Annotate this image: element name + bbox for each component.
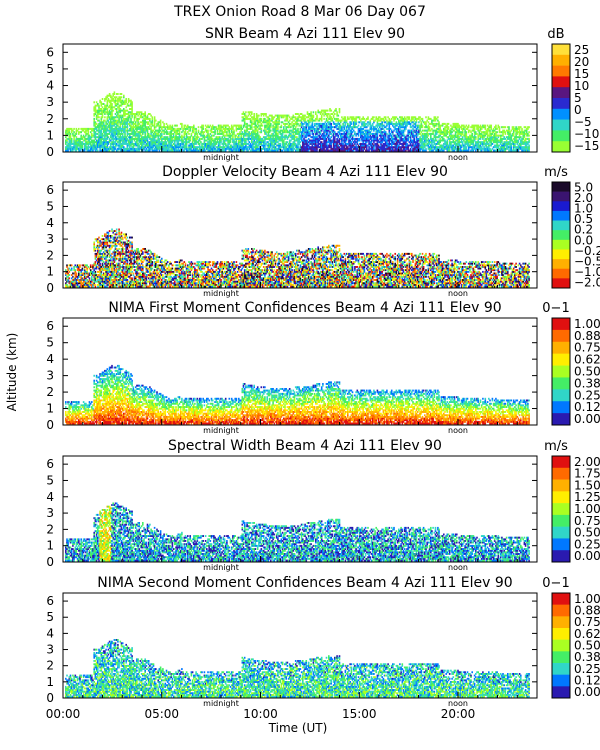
heatmap-cell [121, 96, 123, 98]
panel-1: SNR Beam 4 Azi 111 Elev 90 dB0123456midni… [46, 26, 599, 162]
heatmap-cell [98, 105, 100, 107]
heatmap-cell [229, 126, 231, 128]
heatmap-cell [98, 116, 100, 118]
heatmap-cell [103, 121, 105, 123]
heatmap-cell [70, 135, 72, 137]
heatmap-cell [172, 125, 174, 127]
heatmap-cell [135, 121, 137, 123]
heatmap-cell [189, 130, 191, 132]
heatmap-cell [147, 130, 149, 132]
heatmap-cell [155, 120, 157, 122]
heatmap-cell [97, 150, 99, 152]
heatmap-cell [131, 116, 133, 118]
heatmap-cell [125, 98, 127, 100]
heatmap-cell [174, 128, 176, 130]
heatmap-cell [217, 130, 219, 132]
heatmap-cell [127, 110, 129, 112]
heatmap-cell [188, 133, 190, 135]
heatmap-cell [184, 135, 186, 137]
heatmap-cell [148, 133, 150, 135]
heatmap-cell [149, 118, 151, 120]
heatmap-cell [117, 93, 119, 95]
y-axis-label: Altitude (km) [5, 333, 19, 412]
heatmap-cell [232, 135, 234, 137]
heatmap-cells [65, 91, 530, 151]
heatmap-cell [195, 130, 197, 132]
heatmap-cell [85, 135, 87, 137]
figure-title: TREX Onion Road 8 Mar 06 Day 067 [173, 4, 426, 20]
heatmap-cell [78, 128, 80, 130]
heatmap-cell [193, 125, 195, 127]
heatmap-cell [104, 120, 106, 122]
heatmap-cell [114, 91, 116, 93]
heatmap-cell [179, 130, 181, 132]
heatmap-cell [152, 116, 154, 118]
panels: SNR Beam 4 Azi 111 Elev 90 dB0123456midni… [46, 26, 600, 721]
colorbar-unit: dB [547, 27, 564, 42]
heatmap-cell [160, 120, 162, 122]
profiler-figure: TREX Onion Road 8 Mar 06 Day 067 Altitud… [0, 0, 600, 750]
heatmap-cell [93, 101, 95, 103]
heatmap-cell [88, 130, 90, 132]
heatmap-cell [160, 121, 162, 123]
heatmap-cell [229, 130, 231, 132]
heatmap-cell [98, 120, 100, 122]
heatmap-cell [123, 95, 125, 97]
panel-title: SNR Beam 4 Azi 111 Elev 90 [205, 26, 405, 42]
heatmap-cell [154, 121, 156, 123]
heatmap-cell [176, 125, 178, 127]
heatmap-cell [104, 116, 106, 118]
heatmap-cell [111, 103, 113, 105]
heatmap-cell [198, 126, 200, 128]
heatmap-cell [76, 128, 78, 130]
heatmap-cell [154, 116, 156, 118]
heatmap-cell [131, 106, 133, 108]
heatmap-cell [125, 106, 127, 108]
heatmap-cell [71, 138, 73, 140]
heatmap-cell [73, 128, 75, 130]
heatmap-cell [198, 130, 200, 132]
x-axis-label: Time (UT) [268, 721, 328, 735]
heatmap-cell [69, 130, 71, 132]
heatmap-cell [144, 111, 146, 113]
heatmap-cell [93, 118, 95, 120]
heatmap-cell [120, 111, 122, 113]
heatmap-cell [148, 121, 150, 123]
heatmap-cell [195, 128, 197, 130]
heatmap-cell [102, 116, 104, 118]
heatmap-cell [181, 123, 183, 125]
heatmap-cell [163, 123, 165, 125]
heatmap-cell [213, 135, 215, 137]
heatmap-cell [216, 126, 218, 128]
heatmap-cell [71, 128, 73, 130]
heatmap-cell [121, 93, 123, 95]
heatmap-cell [91, 133, 93, 135]
heatmap-cell [112, 110, 114, 112]
heatmap-cell [95, 106, 97, 108]
heatmap-cell [207, 130, 209, 132]
heatmap-cell [214, 130, 216, 132]
heatmap-cell [193, 130, 195, 132]
heatmap-cell [161, 135, 163, 137]
heatmap-cell [150, 115, 152, 117]
heatmap-cell [101, 130, 103, 132]
heatmap-cell [111, 111, 113, 113]
heatmap-cell [152, 121, 154, 123]
heatmap-cell [131, 101, 133, 103]
heatmap-cell [185, 130, 187, 132]
heatmap-cell [102, 98, 104, 100]
heatmap-cell [202, 125, 204, 127]
